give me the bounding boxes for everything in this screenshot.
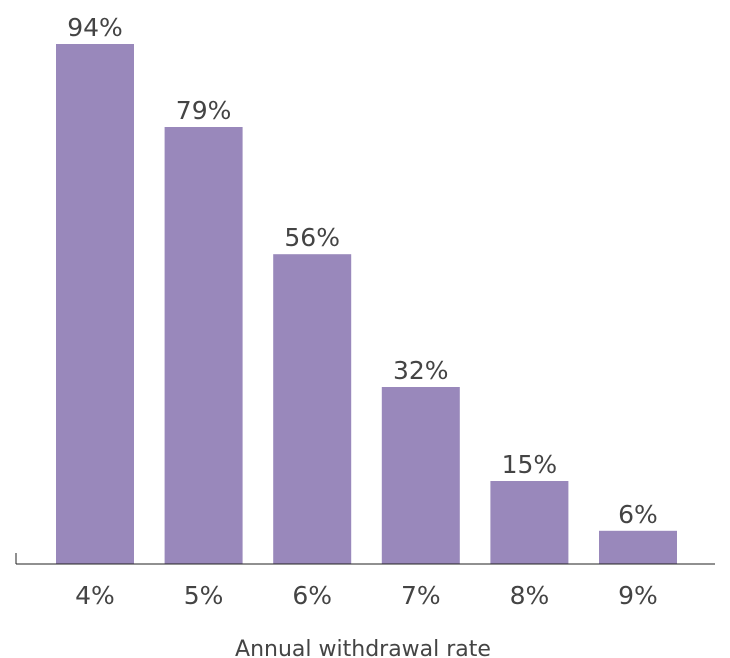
value-label-3: 32% xyxy=(393,356,449,385)
x-tick-label-0: 4% xyxy=(75,581,115,610)
x-tick-label-4: 8% xyxy=(510,581,550,610)
value-label-0: 94% xyxy=(67,13,123,42)
bar-2 xyxy=(273,254,352,564)
x-tick-label-2: 6% xyxy=(292,581,332,610)
bars-group xyxy=(56,44,677,564)
value-label-4: 15% xyxy=(502,450,558,479)
x-tick-label-5: 9% xyxy=(618,581,658,610)
value-label-5: 6% xyxy=(618,500,658,529)
x-tick-label-1: 5% xyxy=(184,581,224,610)
value-label-2: 56% xyxy=(284,223,340,252)
x-axis-label: Annual withdrawal rate xyxy=(235,637,491,658)
value-labels-group: 94% 79% 56% 32% 15% 6% xyxy=(67,13,658,529)
x-tick-label-3: 7% xyxy=(401,581,441,610)
bar-5 xyxy=(599,530,677,564)
bar-1 xyxy=(164,127,243,564)
bar-3 xyxy=(381,387,460,564)
bar-0 xyxy=(56,44,134,564)
x-tick-labels-group: 4% 5% 6% 7% 8% 9% xyxy=(75,581,658,610)
value-label-1: 79% xyxy=(176,96,232,125)
bar-4 xyxy=(490,481,569,564)
